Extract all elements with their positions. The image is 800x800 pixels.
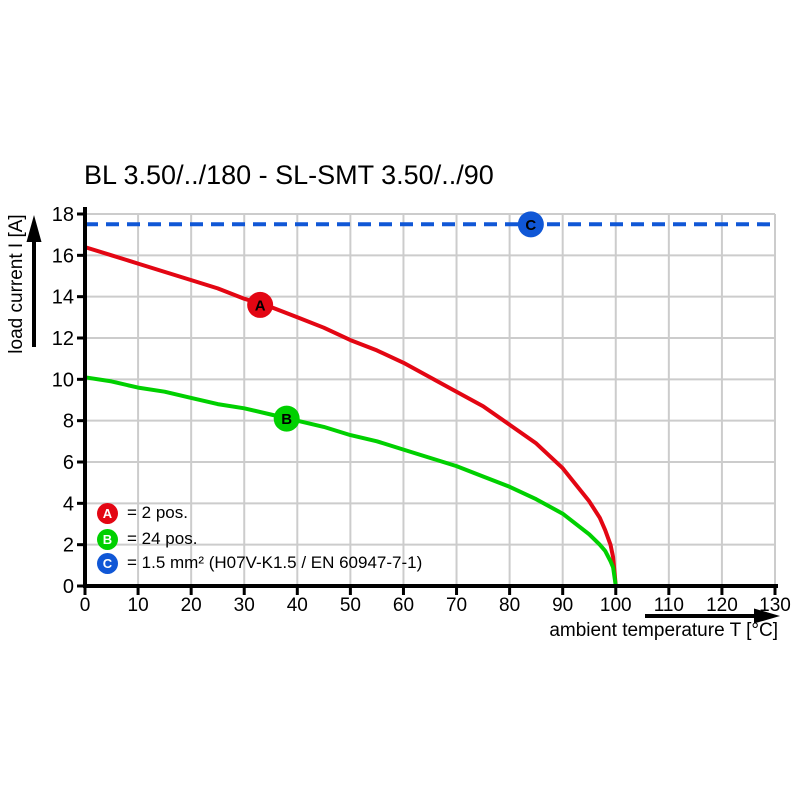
curve-b	[84, 375, 618, 587]
x-tick-label: 40	[287, 595, 308, 616]
y-tick-label: 8	[63, 411, 74, 433]
legend-marker-a-letter: A	[102, 505, 113, 521]
curve-marker-letter: A	[255, 297, 266, 314]
curve-marker-circle	[517, 211, 544, 238]
x-tick-label: 50	[340, 595, 361, 616]
y-tick-label: 12	[52, 328, 74, 350]
y-tick-label: 6	[63, 452, 74, 474]
x-tick-label: 130	[759, 595, 791, 616]
x-tick-label: 80	[499, 595, 520, 616]
curve-marker-circle	[247, 291, 274, 318]
y-tick-label: 14	[52, 287, 74, 309]
y-tick-label: 18	[52, 204, 74, 226]
grid-layer	[85, 213, 776, 586]
y-tick-label: 0	[63, 576, 74, 598]
legend-marker-a-icon: A	[97, 502, 118, 524]
legend-marker-b-letter: B	[102, 531, 113, 547]
x-tick-label: 100	[600, 595, 632, 616]
marker-layer: A B C	[247, 211, 544, 432]
curve-marker-b: B	[273, 405, 300, 432]
chart-title: BL 3.50/../180 - SL-SMT 3.50/../90	[84, 160, 494, 190]
x-tick-label: 120	[706, 595, 738, 616]
curve-a	[84, 245, 618, 587]
curve-marker-c: C	[517, 211, 544, 238]
series-layer	[84, 222, 775, 587]
x-tick-label: 20	[181, 595, 202, 616]
y-tick-label: 16	[52, 245, 74, 267]
curve-marker-letter: B	[281, 411, 292, 428]
legend-marker-c-letter: C	[102, 555, 113, 571]
x-axis-arrow-icon	[645, 608, 780, 624]
x-tick-label: 30	[234, 595, 255, 616]
x-tick-label: 110	[654, 595, 684, 616]
legend-item-a: A = 2 pos.	[97, 500, 188, 526]
y-tick-label: 10	[52, 369, 74, 391]
y-tick-label: 2	[63, 535, 74, 557]
tick-label-layer: 0 10 20 30 40 50 60 70 80 90 100 110 120 130 0 2 4 6 8 10 12…	[52, 204, 791, 616]
curve-marker-circle	[273, 405, 300, 432]
legend-item-c: C = 1.5 mm² (H07V-K1.5 / EN 60947-7-1)	[97, 550, 422, 576]
curve-marker-a: A	[247, 291, 274, 318]
x-tick-label: 0	[80, 595, 91, 616]
x-tick-label: 10	[128, 595, 149, 616]
axis-layer	[77, 207, 778, 595]
legend-marker-b-icon: B	[97, 528, 118, 550]
legend-marker-c-icon: C	[97, 552, 118, 574]
x-tick-label: 60	[393, 595, 414, 616]
curve-marker-letter: C	[525, 217, 536, 234]
x-tick-label: 70	[446, 595, 467, 616]
x-tick-label: 90	[552, 595, 573, 616]
y-axis-arrow-icon	[26, 215, 42, 347]
legend-label-a: = 2 pos.	[127, 503, 188, 522]
x-axis-label: ambient temperature T [°C]	[549, 620, 778, 641]
legend-label-c: = 1.5 mm² (H07V-K1.5 / EN 60947-7-1)	[127, 553, 423, 572]
legend-label-b: = 24 pos.	[127, 529, 198, 548]
legend-item-b: B = 24 pos.	[97, 526, 197, 552]
y-tick-label: 4	[63, 493, 74, 515]
plot-generated-layer: 0 10 20 30 40 50 60 70 80 90 100 110 120 130 0 2 4 6 8 10 12…	[52, 204, 791, 616]
